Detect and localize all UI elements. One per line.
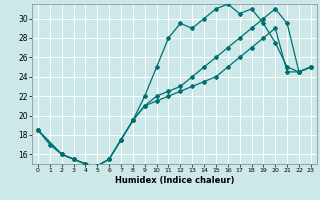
X-axis label: Humidex (Indice chaleur): Humidex (Indice chaleur) xyxy=(115,176,234,185)
